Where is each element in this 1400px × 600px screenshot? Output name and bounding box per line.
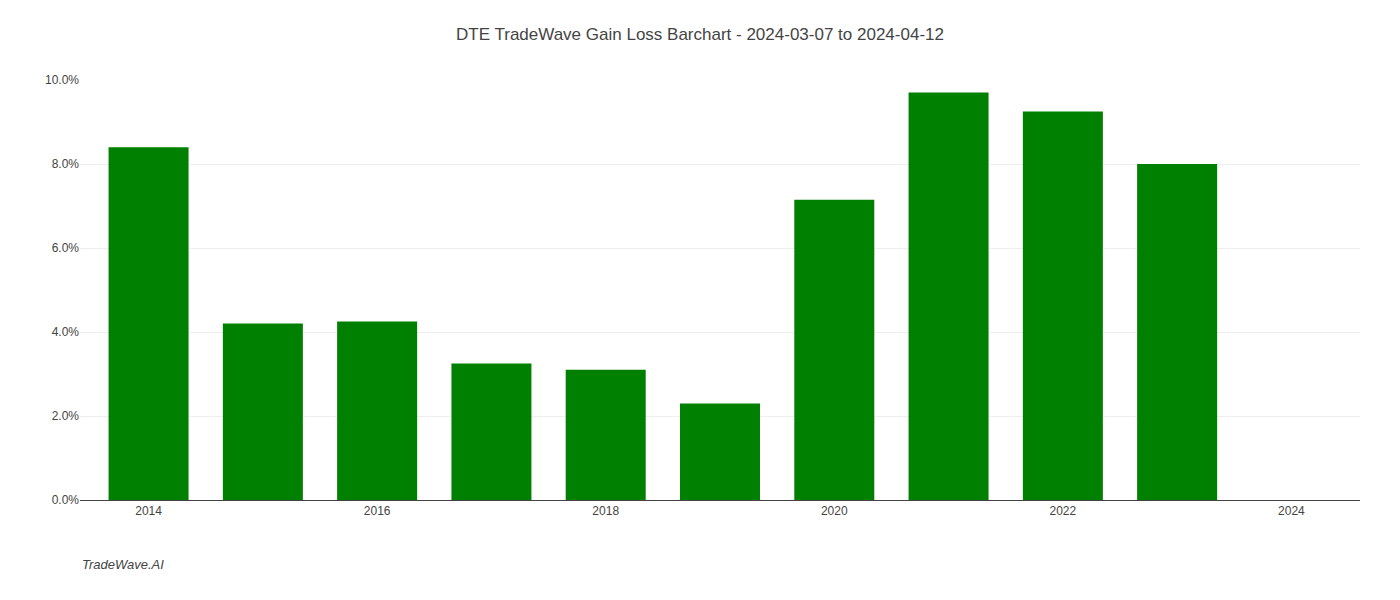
svg-text:TradeWave.AI: TradeWave.AI: [82, 557, 164, 572]
svg-text:2024: 2024: [1278, 504, 1305, 518]
svg-text:4.0%: 4.0%: [52, 325, 80, 339]
svg-text:2014: 2014: [135, 504, 162, 518]
svg-text:2016: 2016: [364, 504, 391, 518]
svg-text:0.0%: 0.0%: [52, 493, 80, 507]
svg-text:6.0%: 6.0%: [52, 241, 80, 255]
svg-text:DTE TradeWave Gain Loss Barcha: DTE TradeWave Gain Loss Barchart - 2024-…: [456, 25, 944, 44]
svg-text:2020: 2020: [821, 504, 848, 518]
svg-text:2.0%: 2.0%: [52, 409, 80, 423]
svg-text:2018: 2018: [592, 504, 619, 518]
svg-text:8.0%: 8.0%: [52, 157, 80, 171]
svg-text:2022: 2022: [1050, 504, 1077, 518]
svg-text:10.0%: 10.0%: [45, 73, 79, 87]
